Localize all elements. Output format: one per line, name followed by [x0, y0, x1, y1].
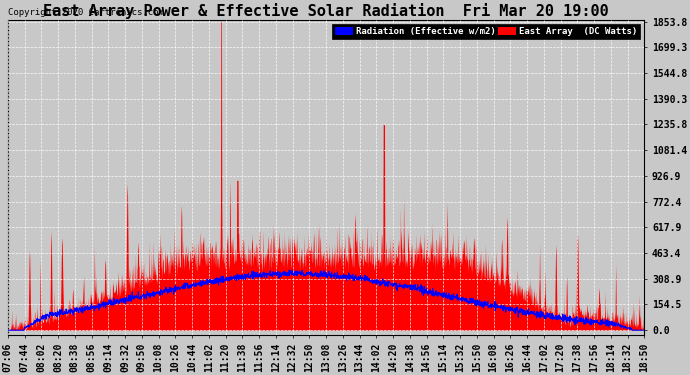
Title: East Array Power & Effective Solar Radiation  Fri Mar 20 19:00: East Array Power & Effective Solar Radia… — [43, 3, 609, 19]
Legend: Radiation (Effective w/m2), East Array  (DC Watts): Radiation (Effective w/m2), East Array (… — [332, 24, 640, 39]
Text: Copyright 2020 Cartronics.com: Copyright 2020 Cartronics.com — [8, 8, 164, 17]
